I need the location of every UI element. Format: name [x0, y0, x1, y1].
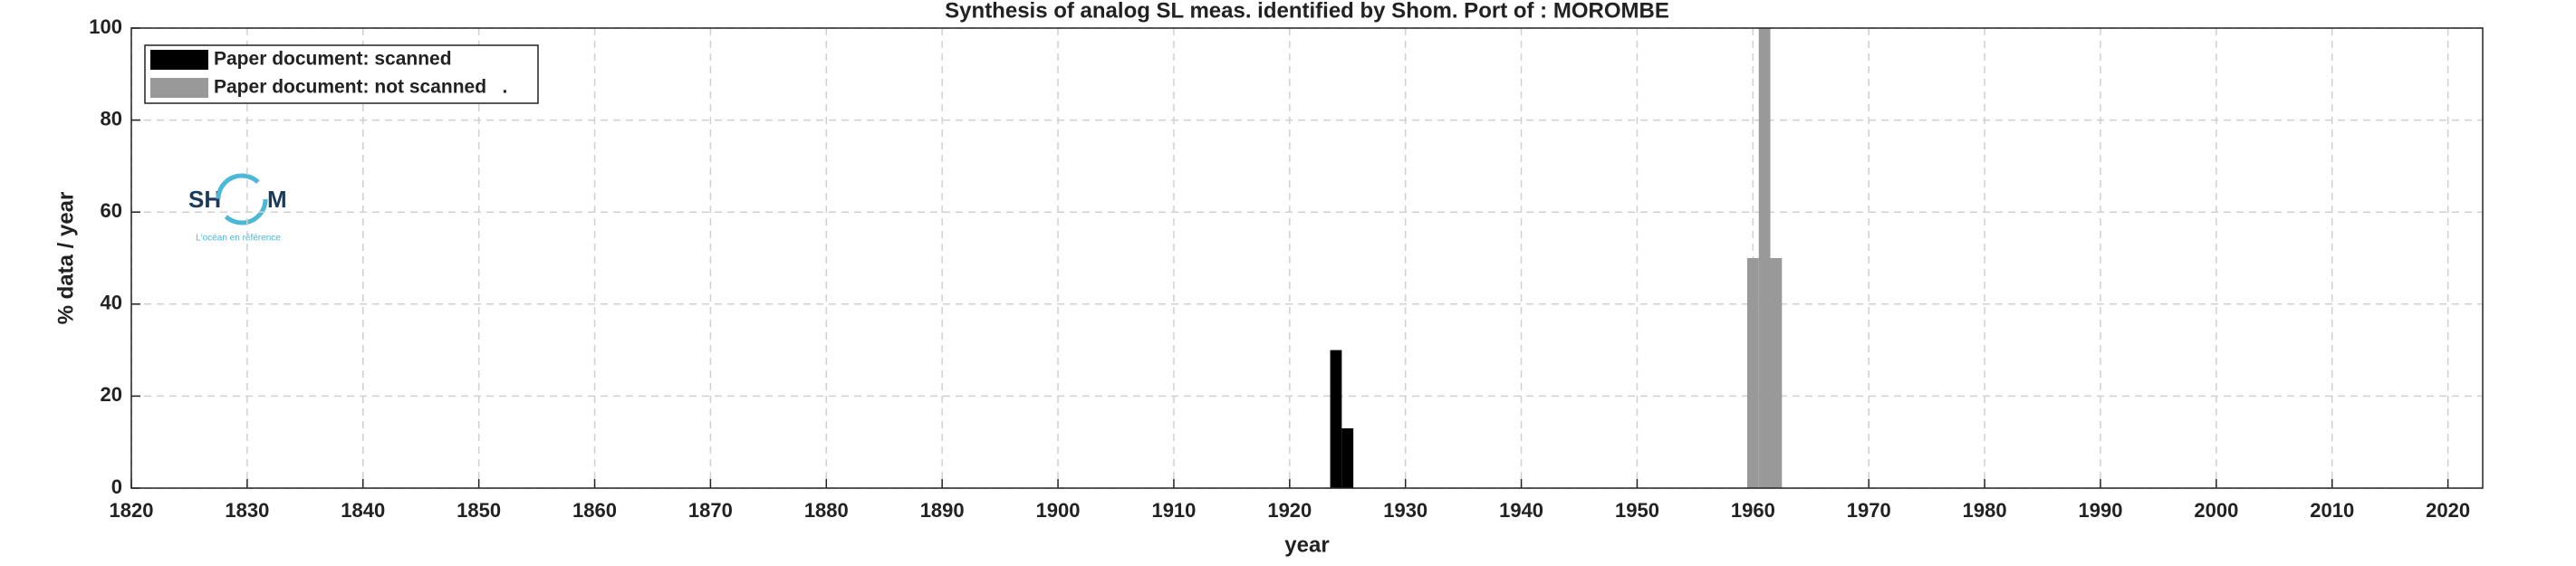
x-tick-label: 1930 [1383, 499, 1427, 522]
legend-swatch [150, 50, 208, 70]
chart-title: Synthesis of analog SL meas. identified … [945, 0, 1669, 23]
x-tick-label: 1910 [1151, 499, 1196, 522]
y-tick-label: 100 [89, 15, 122, 38]
y-tick-label: 60 [101, 199, 122, 222]
logo-text: SH [188, 186, 221, 213]
x-tick-label: 2010 [2310, 499, 2354, 522]
x-tick-label: 1840 [341, 499, 385, 522]
legend-label: Paper document: not scanned . [214, 77, 507, 98]
x-tick-label: 1870 [688, 499, 733, 522]
y-tick-label: 20 [101, 383, 122, 406]
x-tick-label: 1980 [1963, 499, 2007, 522]
bar [1770, 258, 1783, 488]
plot-frame [130, 27, 2484, 489]
x-tick-label: 1960 [1731, 499, 1775, 522]
x-axis-label: year [1284, 532, 1329, 557]
logo: SH M L'océan en référence [188, 173, 287, 244]
x-tick-label: 1990 [2079, 499, 2123, 522]
x-tick-label: 1900 [1036, 499, 1081, 522]
x-tick-label: 1820 [110, 499, 154, 522]
x-tick-label: 1880 [804, 499, 849, 522]
x-tick-label: 1940 [1499, 499, 1543, 522]
x-tick-label: 1830 [225, 499, 269, 522]
bar [1341, 427, 1354, 488]
y-tick-label: 80 [101, 107, 122, 130]
bar [1746, 258, 1759, 488]
logo-text: M [267, 186, 287, 213]
legend-label: Paper document: scanned [214, 49, 452, 70]
y-axis-label: % data / year [53, 192, 78, 325]
logo-tagline: L'océan en référence [196, 234, 281, 244]
logo-ring [216, 173, 268, 225]
legend: Paper document: scanned Paper document: n… [144, 44, 539, 104]
x-tick-label: 1860 [572, 499, 617, 522]
x-tick-label: 1920 [1267, 499, 1312, 522]
bar [1758, 28, 1771, 488]
y-tick-label: 0 [111, 475, 122, 498]
bar [1330, 350, 1342, 488]
x-tick-label: 2020 [2426, 499, 2470, 522]
x-tick-label: 2000 [2194, 499, 2238, 522]
x-tick-label: 1890 [920, 499, 965, 522]
x-tick-label: 1850 [457, 499, 501, 522]
legend-swatch [150, 78, 208, 98]
y-tick-label: 40 [101, 292, 122, 314]
x-tick-label: 1950 [1615, 499, 1659, 522]
x-tick-label: 1970 [1847, 499, 1891, 522]
legend-box [144, 44, 539, 104]
